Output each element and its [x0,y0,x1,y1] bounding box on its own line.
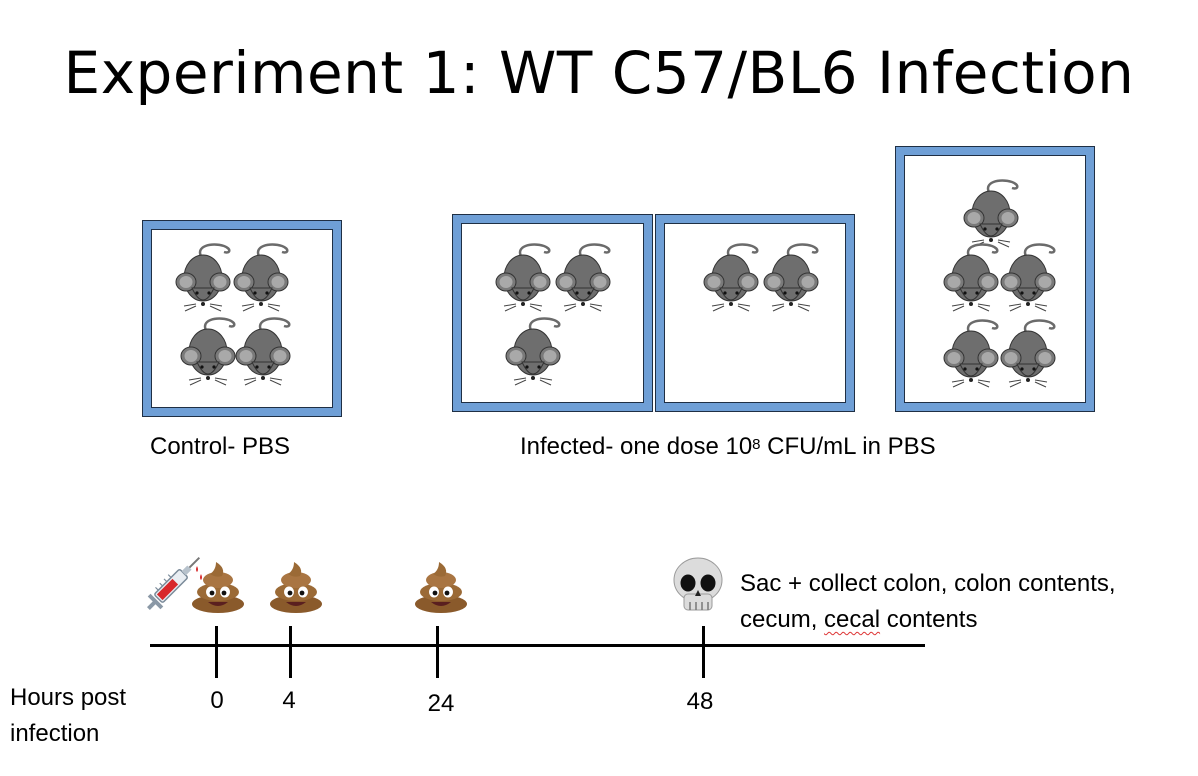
axis-label-line2: infection [10,720,100,747]
mouse-icon [940,240,1002,316]
infected-label: Infected- one dose 108 CFU/mL in PBS [520,432,936,462]
slide-title: Experiment 1: WT C57/BL6 Infection [63,39,1135,107]
poop-icon [270,562,322,613]
infected-label-suffix: CFU/mL in PBS [760,433,936,460]
tick-label-0: 0 [210,687,224,714]
infected-label-exponent: 8 [752,436,761,453]
end-note-contents: contents [880,606,978,633]
control-cage [142,220,342,417]
control-label: Control- PBS [150,433,291,460]
mouse-icon [172,240,234,316]
axis-label-line1: Hours post [10,684,127,711]
end-note-line2: cecum, cecal contents [740,602,1116,638]
infected-label-prefix: Infected- one dose 10 [520,433,753,460]
cage-interior [461,223,644,403]
mouse-icon [230,240,292,316]
mouse-icon [940,316,1002,392]
mouse-icon [177,314,239,390]
infected-cage-3 [895,146,1095,412]
syringe-icon [147,556,202,610]
infected-cage-1 [452,214,653,412]
tick-label-48: 48 [686,688,714,715]
timeline-axis [150,644,925,647]
poop-icon [415,562,467,613]
mouse-icon [232,314,294,390]
mouse-icon [552,240,614,316]
timeline-tick [702,626,705,678]
poop-icon [192,562,244,613]
tick-label-4: 4 [282,687,296,714]
cage-interior [904,155,1086,403]
end-note-cecum: cecum, [740,606,825,633]
cage-interior [664,223,846,403]
cage-interior [151,229,333,408]
timeline-axis-label: Hours post infection [10,680,126,752]
mouse-icon [760,240,822,316]
mouse-icon [997,316,1059,392]
timeline-end-note: Sac + collect colon, colon contents, cec… [740,566,1116,638]
mouse-icon [492,240,554,316]
timeline-tick [436,626,439,678]
mouse-icon [502,314,564,390]
skull-icon [673,557,723,611]
timeline-tick [289,626,292,678]
end-note-line1: Sac + collect colon, colon contents, [740,570,1116,597]
mouse-icon [700,240,762,316]
end-note-cecal: cecal [824,606,881,633]
mouse-icon [997,240,1059,316]
infected-cage-2 [655,214,855,412]
timeline-tick [215,626,218,678]
tick-label-24: 24 [427,690,455,717]
